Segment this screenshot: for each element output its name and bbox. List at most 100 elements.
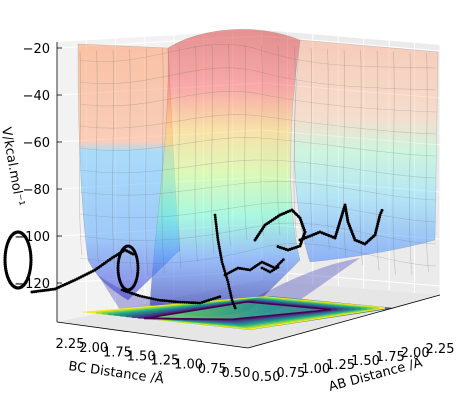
trajectory-point	[216, 236, 220, 240]
trajectory-point	[281, 258, 285, 262]
trajectory-point	[205, 299, 209, 303]
y-tick-label: 0.75	[198, 362, 227, 377]
mesh-line	[310, 47, 314, 243]
trajectory-point	[29, 256, 33, 260]
trajectory-point	[220, 258, 224, 262]
mesh-line	[227, 44, 231, 247]
trajectory-point	[136, 266, 140, 270]
trajectory-point	[116, 264, 120, 268]
trajectory-point	[203, 300, 206, 303]
mesh-line	[194, 45, 198, 262]
trajectory-point	[214, 222, 218, 226]
trajectory-point	[196, 301, 200, 305]
y-axis-line	[56, 321, 249, 349]
trajectory-point	[225, 278, 229, 282]
trajectory-point	[185, 301, 189, 304]
contour-lines	[89, 296, 386, 330]
trajectory-point	[215, 231, 219, 235]
mesh-line	[95, 50, 99, 263]
mesh-line	[79, 181, 437, 201]
trajectory-point	[225, 276, 229, 279]
trajectory-point	[229, 294, 233, 297]
trajectory-point	[214, 224, 218, 228]
mesh-line	[425, 53, 429, 273]
trajectory-point	[154, 298, 158, 301]
trajectory-point	[207, 298, 211, 302]
trajectory-point	[145, 296, 149, 299]
trajectory-point	[214, 296, 217, 300]
trajectory-point	[217, 245, 221, 249]
trajectory-point	[209, 298, 213, 301]
trajectory-point	[143, 295, 146, 299]
trajectory-point	[138, 294, 142, 298]
surface-mesh	[79, 44, 437, 276]
trajectory-point	[187, 301, 191, 304]
trajectory-point	[116, 266, 120, 270]
grid-line	[261, 270, 441, 287]
y-tick-label: 1.25	[150, 354, 179, 369]
trajectory-point	[228, 289, 232, 293]
mesh-line	[79, 202, 437, 223]
z-axis-ticks: −20 −40 −60 −80 −100 −120	[14, 42, 62, 292]
trajectory-point	[226, 280, 230, 284]
y-axis-ticks: 2.252.001.751.501.251.000.750.50	[56, 337, 251, 381]
x-tick-label: 2.00	[401, 346, 430, 361]
trajectory-point	[181, 300, 184, 304]
trajectory-point	[136, 264, 140, 268]
mesh-line	[79, 51, 83, 256]
trajectory-point	[198, 301, 202, 305]
trajectory-point	[221, 265, 225, 268]
trajectory-point	[219, 256, 223, 259]
trajectory-point	[131, 252, 135, 256]
trajectory-point	[189, 301, 193, 304]
mesh-line	[178, 46, 182, 269]
trajectory-point	[378, 213, 382, 217]
mesh-line	[79, 44, 437, 69]
trajectory-point	[169, 299, 173, 303]
mesh-line	[161, 47, 165, 274]
y-tick-label: 2.00	[79, 341, 108, 356]
floor-contour	[80, 296, 395, 330]
x-axis-ticks: 0.500.751.001.251.501.752.002.25	[252, 342, 455, 385]
axes-frame	[56, 42, 441, 349]
mesh-line	[392, 51, 396, 275]
trajectory-point	[219, 254, 223, 257]
mesh-line	[79, 243, 437, 267]
x-tick-label: 1.75	[376, 350, 405, 365]
trajectory-point	[200, 300, 204, 304]
z-tick-label: −80	[23, 183, 50, 198]
y-tick-label: 1.75	[103, 345, 132, 360]
mesh-line	[79, 137, 437, 157]
trajectory-point	[380, 208, 384, 212]
z-tick-label: −40	[23, 89, 50, 104]
trajectory-point	[217, 240, 220, 244]
mesh-line	[79, 222, 437, 245]
trajectory-point	[218, 295, 222, 299]
y-tick-label: 1.50	[127, 349, 156, 364]
trajectory-point	[116, 268, 120, 272]
trajectory-point	[216, 296, 220, 299]
trajectory-point	[214, 218, 217, 221]
trajectory-point	[211, 297, 215, 301]
trajectory-points	[3, 203, 384, 310]
y-tick-label: 2.25	[56, 337, 85, 352]
z-tick-label: −20	[23, 42, 50, 57]
mesh-line	[79, 159, 437, 179]
trajectory-point	[174, 300, 178, 304]
trajectory-point	[227, 282, 230, 286]
x-tick-label: 1.25	[326, 358, 355, 373]
z-tick-label: −100	[14, 230, 50, 245]
trajectory-point	[217, 243, 221, 246]
trajectory-point	[276, 245, 280, 249]
trajectory-point	[214, 220, 218, 224]
mesh-line	[409, 52, 413, 275]
trajectory-point	[192, 301, 195, 305]
x-tick-label: 0.50	[252, 370, 281, 385]
mesh-line	[79, 67, 437, 91]
trajectory-point	[213, 215, 217, 219]
x-tick-label: 1.50	[351, 354, 380, 369]
mesh-line	[293, 46, 297, 238]
surface-right-wing	[293, 39, 439, 263]
mesh-line	[211, 45, 215, 254]
